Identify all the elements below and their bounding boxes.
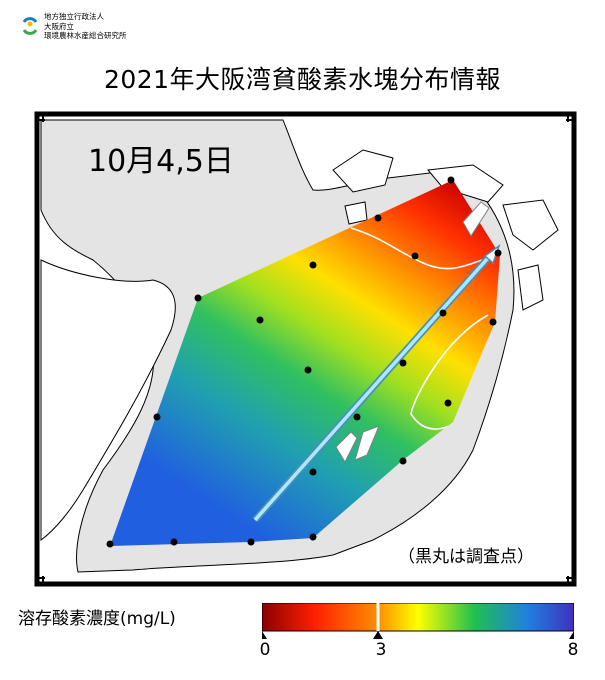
- survey-point: [411, 252, 419, 260]
- survey-point: [153, 413, 161, 421]
- survey-point: [304, 366, 312, 374]
- frame-ticks: [35, 112, 576, 586]
- map-frame: [34, 111, 577, 587]
- do-field: [110, 180, 500, 546]
- survey-point: [399, 457, 407, 465]
- survey-point: [170, 538, 178, 546]
- survey-point: [399, 359, 407, 367]
- survey-point: [374, 214, 382, 222]
- colorbar-gradient: [262, 603, 574, 632]
- org-header: 地方独立行政法人 大阪府立 環境農林水産総合研究所: [20, 10, 220, 50]
- survey-point: [439, 309, 447, 317]
- org-line: 大阪府立: [44, 21, 74, 31]
- survey-point: [444, 399, 452, 407]
- date-label: 10月4,5日: [88, 144, 234, 179]
- survey-point: [309, 533, 317, 541]
- survey-point: [309, 468, 317, 476]
- legend-tick-label: 0: [259, 640, 271, 660]
- legend-tick-label: 8: [567, 640, 579, 660]
- survey-point: [194, 294, 202, 302]
- survey-points: [106, 176, 502, 548]
- legend-tick-label: 3: [375, 640, 387, 660]
- org-line: 環境農林水産総合研究所: [44, 31, 127, 40]
- port-land: [332, 149, 559, 311]
- osaka-bay-map: [33, 110, 578, 588]
- org-line: 地方独立行政法人: [44, 12, 104, 21]
- org-logo-icon: [22, 17, 38, 35]
- colorbar: [262, 603, 574, 639]
- survey-point: [494, 249, 502, 257]
- survey-point: [489, 318, 497, 326]
- survey-point: [309, 261, 317, 269]
- awaji-island: [40, 259, 176, 541]
- colorbar-ticks: [262, 631, 574, 639]
- survey-point-note: （黒丸は調査点）: [398, 547, 534, 567]
- survey-point: [247, 538, 255, 546]
- legend-title: 溶存酸素濃度(mg/L): [18, 609, 176, 629]
- survey-point: [353, 413, 361, 421]
- pier-structures: [335, 201, 490, 464]
- page-title: 2021年大阪湾貧酸素水塊分布情報: [103, 65, 502, 94]
- org-name: 地方独立行政法人 大阪府立 環境農林水産総合研究所: [44, 12, 127, 41]
- survey-point: [447, 176, 455, 184]
- survey-point: [106, 540, 114, 548]
- survey-point: [256, 316, 264, 324]
- transect-arrow: [252, 244, 501, 523]
